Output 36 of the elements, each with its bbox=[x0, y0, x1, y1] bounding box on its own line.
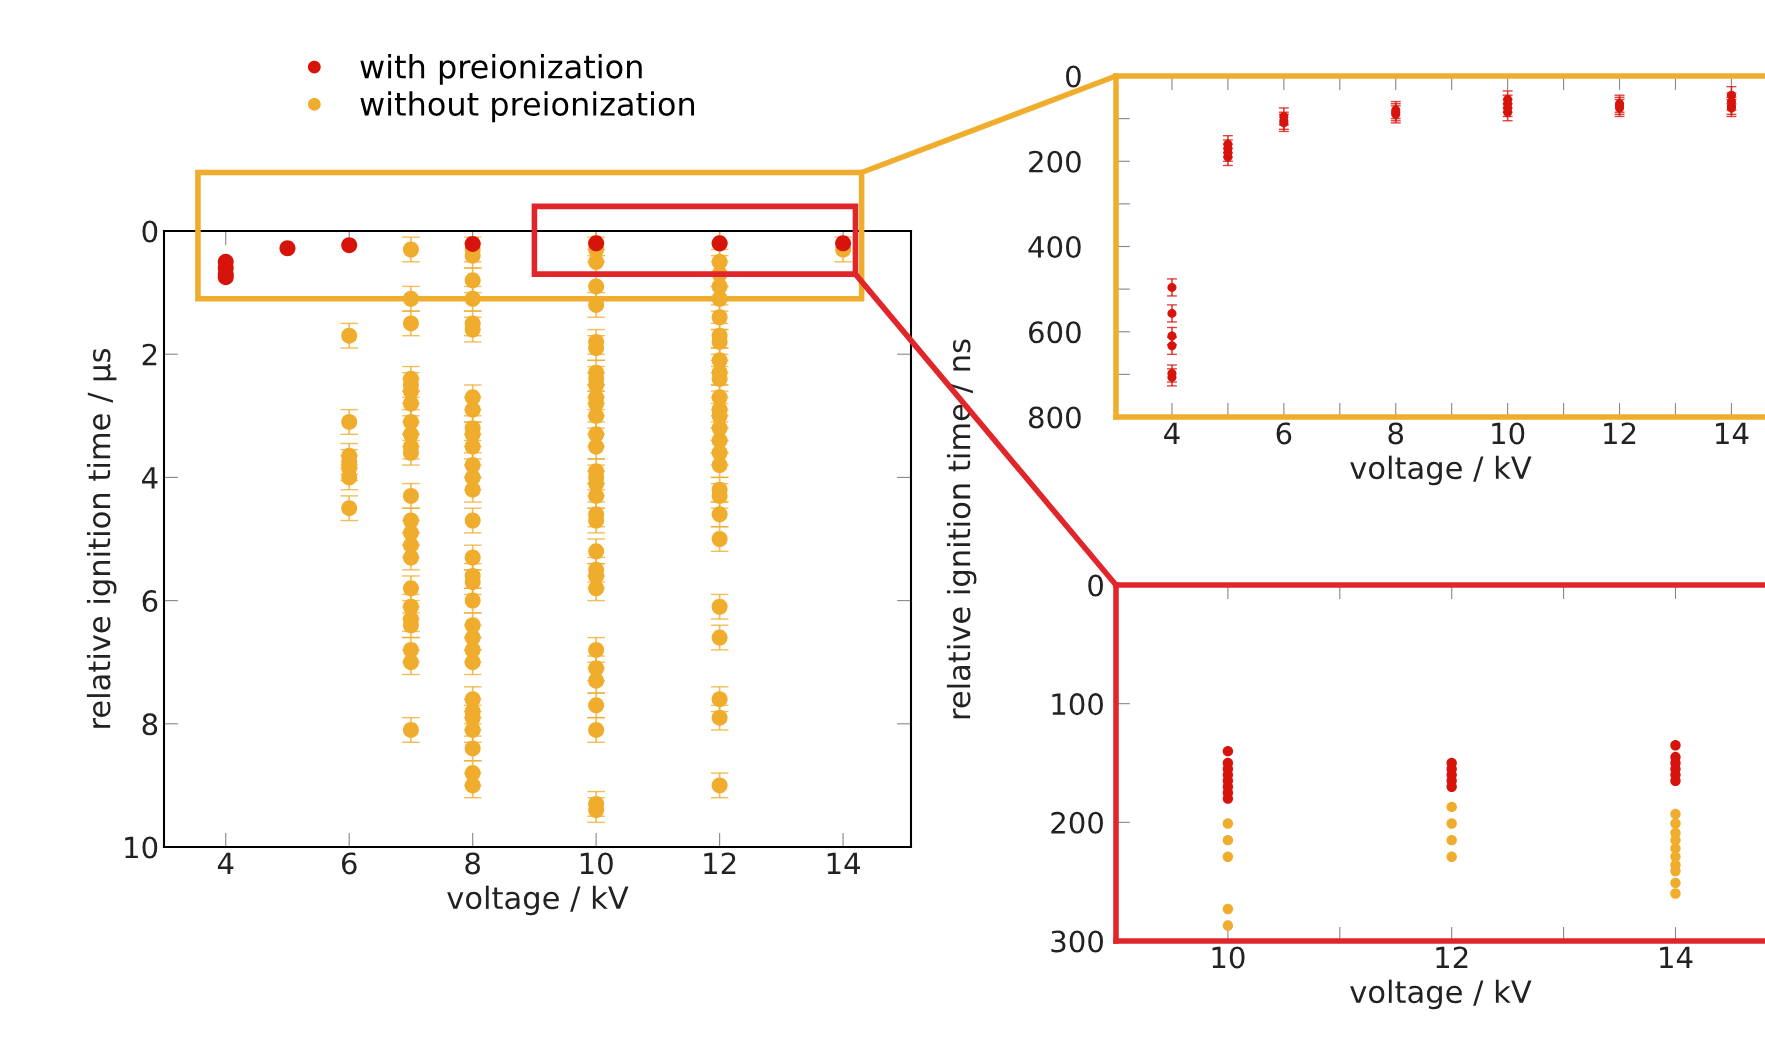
y-tick-label: 600 bbox=[1029, 321, 1081, 344]
x-tick-label: 8 bbox=[465, 852, 480, 875]
legend-label: with preionization bbox=[360, 53, 642, 85]
y-tick-label: 0 bbox=[1066, 65, 1081, 88]
y-tick-label: 800 bbox=[1028, 406, 1081, 429]
x-tick-label: 8 bbox=[1388, 422, 1404, 445]
x-tick-label: 6 bbox=[341, 852, 357, 875]
x-tick-label: 14 bbox=[1660, 946, 1693, 969]
y-tick-label: 0 bbox=[1088, 574, 1103, 597]
y-tick-label: 200 bbox=[1051, 811, 1103, 834]
x-tick-label: 10 bbox=[1492, 422, 1525, 445]
x-tick-label: 10 bbox=[1212, 946, 1245, 969]
y-tick-label: 100 bbox=[1052, 693, 1103, 716]
x-tick-label: 14 bbox=[827, 852, 861, 875]
x-tick-label: 14 bbox=[1716, 422, 1749, 445]
y-axis-title: relative ignition time / μs bbox=[86, 348, 117, 728]
x-tick-label: 12 bbox=[1436, 946, 1468, 969]
x-tick-label: 12 bbox=[1604, 422, 1636, 445]
y-tick-label: 4 bbox=[142, 467, 158, 489]
y-tick-label: 2 bbox=[142, 343, 157, 366]
x-tick-label: 4 bbox=[1164, 422, 1180, 445]
y-tick-label: 300 bbox=[1051, 930, 1103, 953]
x-tick-label: 4 bbox=[217, 852, 234, 875]
legend-label: without preionization bbox=[360, 91, 695, 123]
y-tick-label: 6 bbox=[142, 590, 158, 613]
x-axis-title: voltage / kV bbox=[447, 885, 629, 916]
y-tick-label: 0 bbox=[142, 220, 158, 243]
x-tick-label: 6 bbox=[1276, 422, 1292, 445]
y-tick-label: 8 bbox=[142, 713, 158, 736]
x-axis-title: voltage / kV bbox=[1350, 979, 1532, 1010]
x-tick-label: 12 bbox=[704, 852, 736, 875]
x-axis-title: voltage / kV bbox=[1350, 455, 1532, 486]
y-tick-label: 200 bbox=[1029, 150, 1081, 173]
y-tick-label: 10 bbox=[125, 836, 158, 859]
x-tick-label: 10 bbox=[580, 852, 613, 875]
y-tick-label: 400 bbox=[1028, 235, 1081, 258]
